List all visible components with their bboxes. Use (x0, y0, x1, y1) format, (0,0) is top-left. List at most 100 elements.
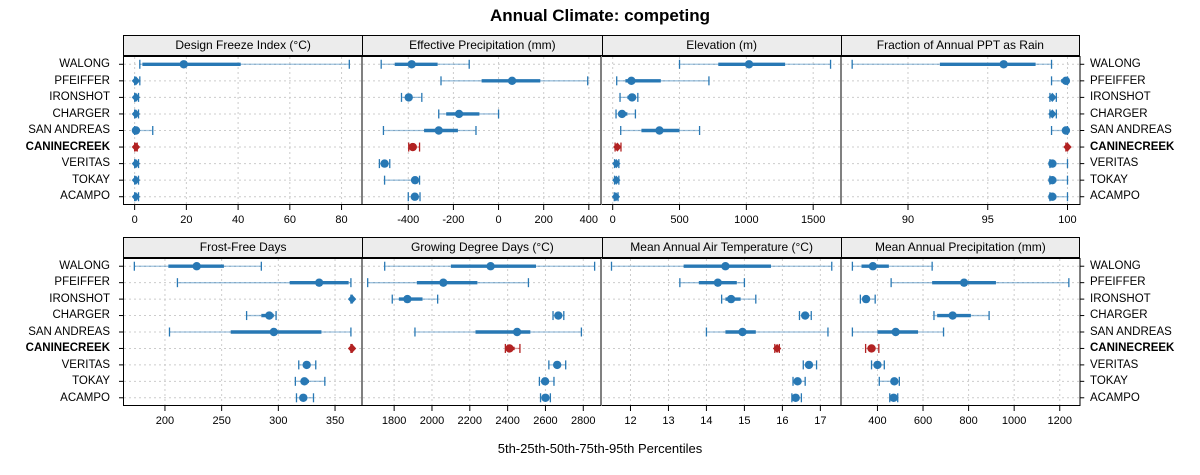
series-charger (1047, 109, 1057, 119)
median-marker (889, 377, 899, 386)
median-marker (411, 175, 420, 185)
panel-elevation-m: 0 500 1000 1500 (601, 56, 841, 226)
site-labels-right-row1: WALONG PFEIFFER IRONSHOT CHARGER SAN ANDREAS… (1084, 56, 1198, 205)
gridlines (602, 259, 840, 405)
median-marker (800, 311, 809, 320)
site-label-walong: WALONG (59, 260, 110, 272)
median-marker (726, 294, 735, 304)
median-marker (713, 278, 722, 287)
x-tick-label: 2400 (496, 415, 520, 427)
median-marker (269, 327, 279, 337)
series-acampo (131, 192, 141, 202)
median-marker (891, 327, 900, 337)
series-san-andreas (705, 327, 829, 337)
series-san-andreas (1050, 126, 1070, 135)
median-marker (1061, 126, 1070, 135)
median-marker (553, 360, 562, 370)
x-tick-label: 500 (670, 214, 688, 226)
x-axis: 12 13 14 15 16 17 (624, 406, 826, 427)
series-san-andreas (168, 327, 352, 337)
median-marker (131, 126, 141, 135)
median-marker (505, 344, 514, 353)
x-tick-label: 17 (814, 415, 826, 427)
series-tokay (384, 175, 421, 185)
median-marker (380, 159, 390, 168)
x-tick-label: 400 (580, 214, 598, 226)
category-ticks (119, 265, 123, 399)
x-tick-label: 13 (662, 415, 674, 427)
site-label-san-andreas: SAN ANDREAS (1090, 325, 1172, 338)
x-tick-label: 2600 (533, 415, 557, 427)
series-ironshot (131, 92, 141, 102)
x-axis: 0 20 40 60 80 (132, 205, 348, 226)
x-tick-label: 1000 (1002, 415, 1026, 427)
series-veritas (131, 159, 141, 169)
median-marker (873, 360, 882, 370)
series-acampo (540, 393, 552, 403)
site-label-san-andreas: SAN ANDREAS (28, 124, 110, 137)
median-marker (617, 109, 626, 119)
series-acampo (611, 192, 620, 202)
site-label-veritas: VERITAS (61, 358, 110, 371)
site-label-charger: CHARGER (52, 309, 110, 322)
series-pfeiffer (176, 278, 352, 288)
median-marker (790, 393, 800, 402)
series-veritas (611, 159, 621, 169)
series-ironshot (859, 294, 876, 304)
series-caninecreek (408, 142, 421, 152)
panel-effective-precipitation-mm: -400 -200 0 200 400 (362, 56, 602, 226)
median-marker (302, 360, 311, 370)
series-caninecreek (504, 343, 521, 353)
panel-border (840, 56, 1080, 205)
series-pfeiffer (890, 278, 1070, 288)
site-label-pfeiffer: PFEIFFER (54, 276, 110, 289)
series-san-andreas (414, 327, 583, 337)
median-marker (408, 142, 418, 152)
series-caninecreek (772, 343, 781, 354)
median-marker (1047, 159, 1057, 168)
x-tick-label: 800 (959, 415, 977, 427)
panel-header-fraction-of-annual-ppt-as-rain: Fraction of Annual PPT as Rain (840, 35, 1080, 56)
series-walong (851, 261, 933, 271)
series-pfeiffer (440, 76, 589, 86)
median-marker (1047, 92, 1057, 102)
series-veritas (870, 360, 885, 370)
series-veritas (802, 360, 817, 370)
panel-header-frost-free-days: Frost-Free Days (123, 237, 364, 258)
series-acampo (407, 192, 421, 202)
median-marker (804, 360, 813, 370)
panel-header-mean-annual-precipitation-mm: Mean Annual Precipitation (mm) (840, 237, 1080, 258)
series-san-andreas (619, 126, 700, 135)
site-label-tokay: TOKAY (1090, 375, 1128, 388)
median-marker (300, 377, 309, 386)
series-veritas (548, 360, 567, 370)
series-acampo (1047, 192, 1068, 202)
series-charger (245, 311, 277, 321)
site-label-charger: CHARGER (1090, 309, 1148, 322)
x-axis: 0 500 1000 1500 (609, 205, 825, 226)
series-tokay (131, 175, 141, 185)
site-label-charger: CHARGER (1090, 107, 1148, 120)
series-tokay (791, 376, 806, 386)
gridlines (841, 57, 1079, 204)
median-marker (347, 343, 357, 354)
series-charger (131, 109, 141, 119)
x-tick-label: 200 (535, 214, 553, 226)
site-label-pfeiffer: PFEIFFER (1090, 276, 1146, 289)
panel-mean-annual-precipitation-mm: 400 600 800 1000 1200 (840, 258, 1084, 427)
series-tokay (294, 376, 326, 386)
series-charger (614, 109, 636, 119)
median-marker (403, 294, 412, 304)
x-tick-label: 0 (496, 214, 502, 226)
x-tick-label: 250 (212, 415, 230, 427)
series-caninecreek (1063, 142, 1072, 152)
site-label-pfeiffer: PFEIFFER (54, 74, 110, 87)
median-marker (720, 262, 730, 271)
site-label-charger: CHARGER (52, 107, 110, 120)
x-tick-label: 40 (232, 214, 244, 226)
x-tick-label: 2200 (458, 415, 482, 427)
series-walong (851, 59, 1052, 69)
x-axis: 1800 2000 2200 2400 2600 2800 (382, 406, 596, 427)
median-marker (1061, 76, 1070, 86)
panel-fraction-of-annual-ppt-as-rain: 90 95 100 (840, 56, 1084, 226)
